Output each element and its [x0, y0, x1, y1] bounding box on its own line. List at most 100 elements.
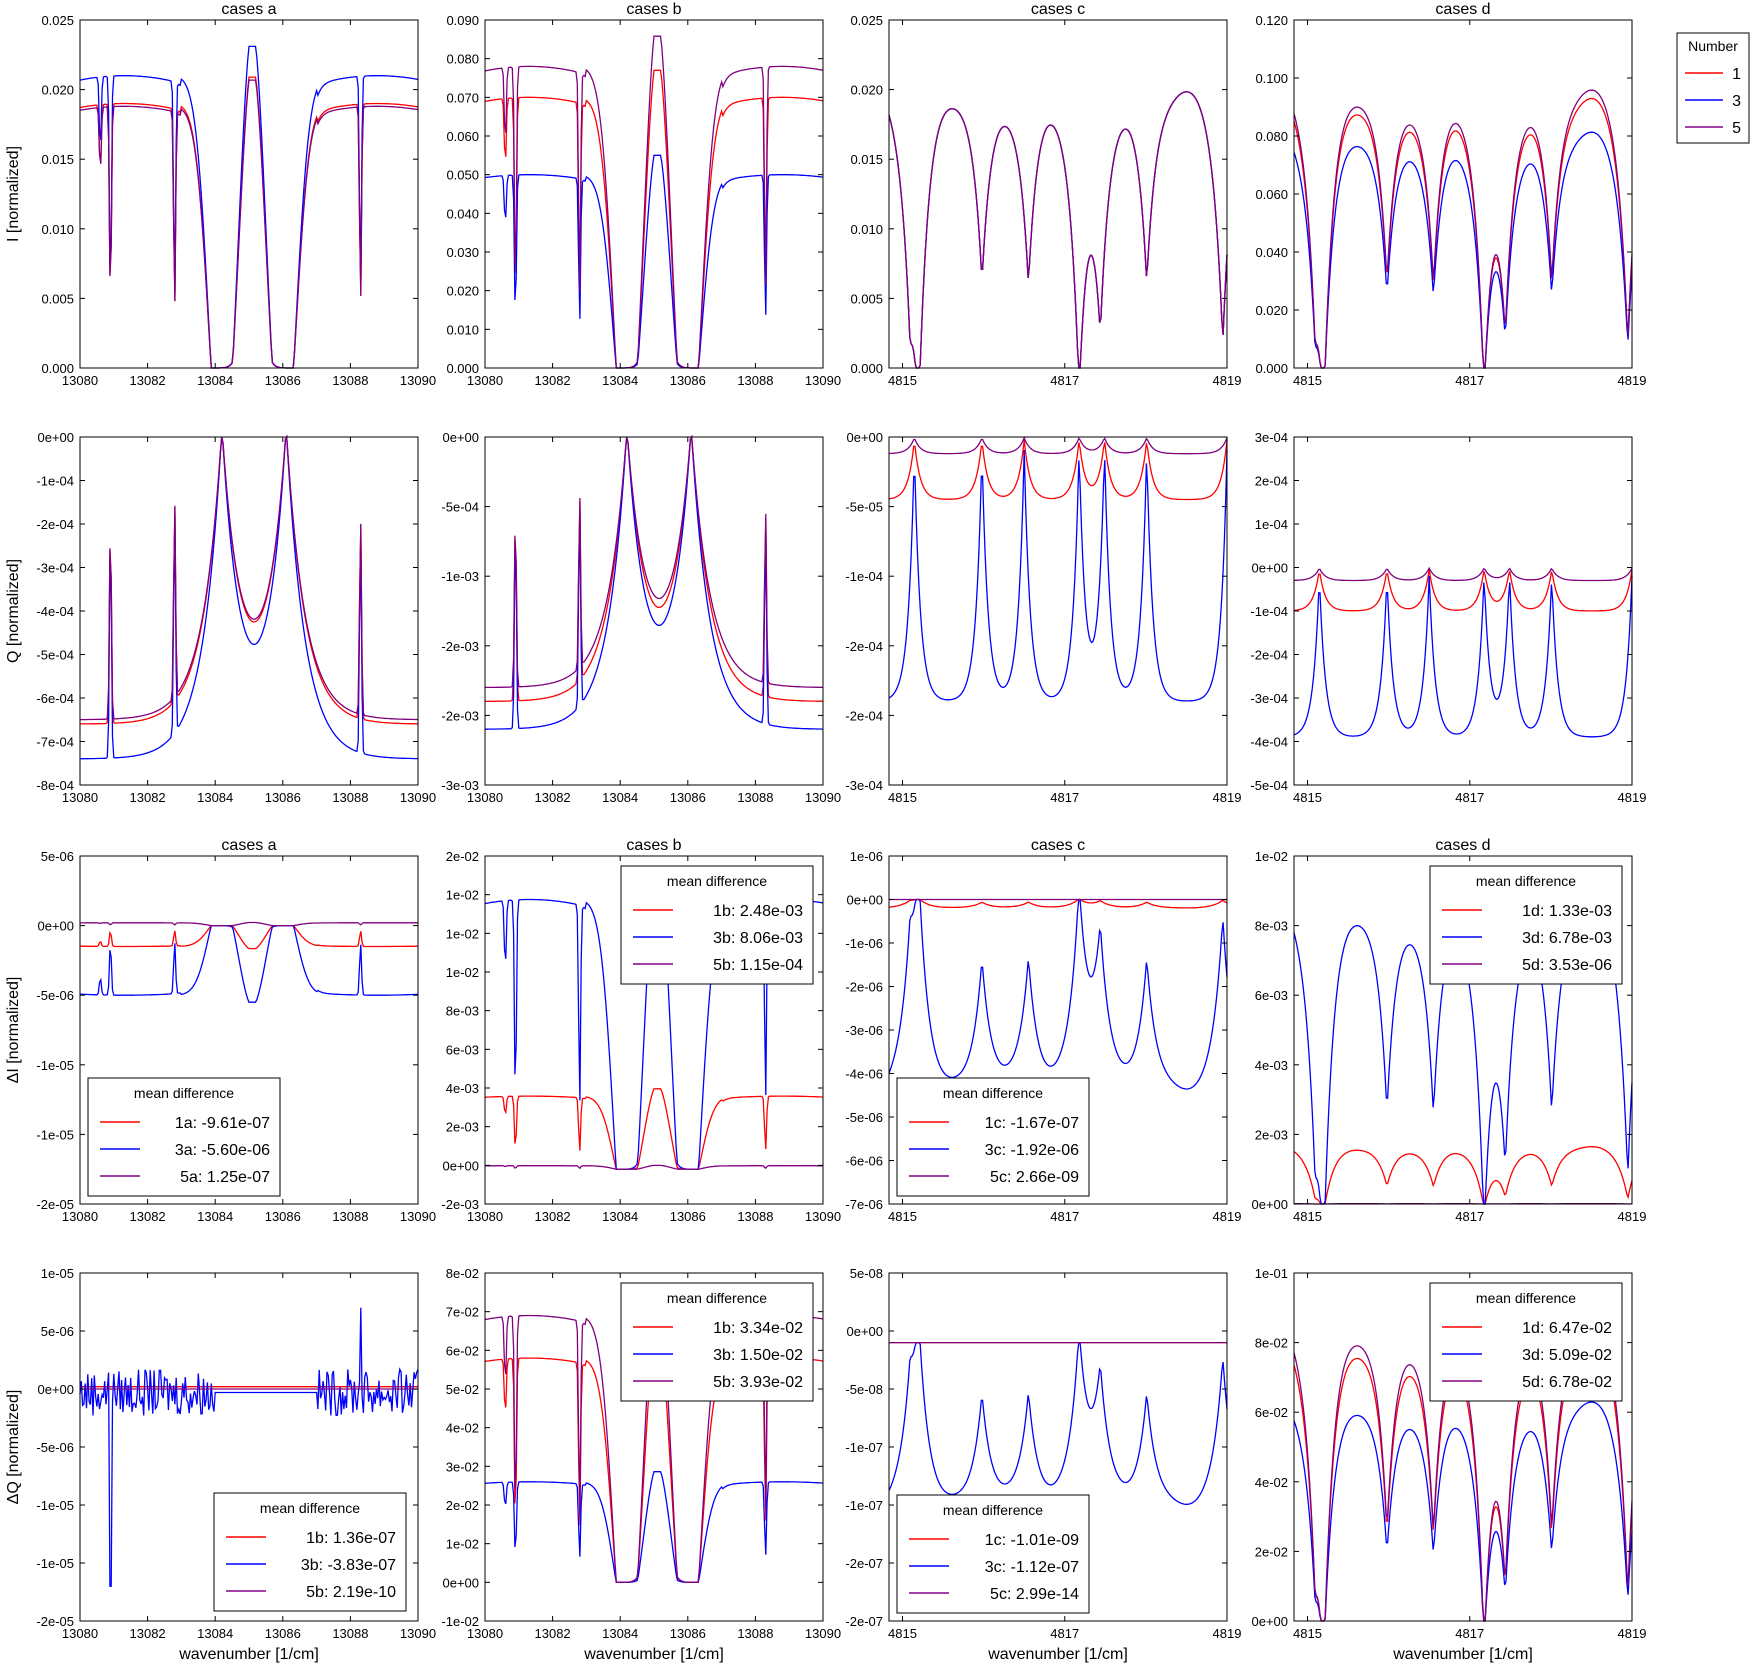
x-tick-label: 13082 [130, 1626, 166, 1641]
y-tick-label: -1e-07 [845, 1440, 883, 1455]
legend-entry: 1a: -9.61e-07 [175, 1115, 270, 1132]
y-axis-label: I [normalized] [5, 146, 22, 242]
series-line-s1 [1293, 97, 1633, 369]
series-line-s3 [1293, 131, 1633, 369]
y-tick-label: -3e-04 [845, 778, 883, 793]
y-tick-label: -2e-03 [441, 708, 479, 723]
y-tick-label: 0.060 [1255, 187, 1288, 202]
legend-entry: 3b: 1.50e-02 [713, 1347, 803, 1364]
x-tick-label: 13086 [670, 1626, 706, 1641]
y-tick-label: 0e+00 [442, 1158, 479, 1173]
y-tick-label: -2e-03 [441, 1197, 479, 1212]
y-tick-label: 0.000 [41, 361, 74, 376]
y-tick-label: 4e-03 [446, 1081, 479, 1096]
subplot-title: cases c [1031, 1, 1085, 18]
legend-title: mean difference [134, 1085, 234, 1101]
x-tick-label: 13088 [737, 373, 773, 388]
x-tick-label: 13080 [467, 1209, 503, 1224]
series-line-s1 [888, 91, 1228, 369]
x-tick-label: 13086 [265, 790, 301, 805]
series-line-s5 [888, 436, 1228, 455]
legend-mean-difference: mean difference 1d: 6.47e-02 3d: 5.09e-02 5… [1429, 1282, 1623, 1402]
x-tick-label: 13084 [602, 373, 638, 388]
legend-title: mean difference [667, 873, 767, 889]
x-tick-label: 13086 [670, 1209, 706, 1224]
x-tick-label: 13086 [265, 373, 301, 388]
y-tick-label: 0e+00 [37, 1382, 74, 1397]
x-tick-label: 13088 [332, 373, 368, 388]
series-line-s3 [888, 1341, 1228, 1505]
legend-entry: 5b: 3.93e-02 [713, 1374, 803, 1391]
series-line-s3 [1293, 1401, 1633, 1622]
x-tick-label: 13090 [805, 790, 841, 805]
x-tick-label: 4815 [1293, 1626, 1322, 1641]
y-tick-label: 7e-02 [446, 1305, 479, 1320]
x-tick-label: 4819 [1618, 373, 1647, 388]
x-tick-label: 4817 [1050, 790, 1079, 805]
x-tick-label: 13088 [332, 1626, 368, 1641]
y-tick-label: 5e-02 [446, 1382, 479, 1397]
y-tick-label: -2e-04 [1250, 648, 1288, 663]
y-tick-label: 2e-03 [1255, 1127, 1288, 1142]
y-tick-label: 0.020 [1255, 303, 1288, 318]
x-tick-label: 4815 [888, 1626, 917, 1641]
x-tick-label: 4819 [1213, 1209, 1242, 1224]
legend-entry: 3a: -5.60e-06 [175, 1142, 270, 1159]
y-tick-label: -3e-06 [845, 1023, 883, 1038]
y-tick-label: 0.090 [446, 13, 479, 28]
series-line-s5 [485, 435, 823, 689]
y-tick-label: 0.020 [850, 83, 883, 98]
subplot-r3d: cases d 0e+00 2e-03 4e-03 6e-03 8e-03 1e-02 481… [1251, 837, 1646, 1224]
x-tick-label: 4815 [888, 790, 917, 805]
series-line-s3 [888, 449, 1228, 702]
series-line-s3 [888, 898, 1228, 1090]
legend-entry: 1c: -1.67e-07 [985, 1115, 1079, 1132]
legend-entry: 1d: 6.47e-02 [1522, 1320, 1612, 1337]
x-axis-label: wavenumber [1/cm] [987, 1646, 1128, 1663]
plot-frame [888, 19, 1228, 369]
y-tick-label: -6e-04 [36, 691, 74, 706]
subplot-title: cases a [221, 1, 276, 18]
y-tick-label: -5e-08 [845, 1382, 883, 1397]
y-tick-label: -1e-04 [1250, 604, 1288, 619]
y-tick-label: 0.040 [446, 206, 479, 221]
x-tick-label: 13084 [197, 373, 233, 388]
series-line-s5 [1293, 566, 1633, 582]
series-line-s1 [485, 434, 824, 702]
x-tick-label: 4819 [1213, 1626, 1242, 1641]
x-tick-label: 13088 [332, 1209, 368, 1224]
x-tick-label: 13082 [535, 1626, 571, 1641]
y-tick-label: 1e-04 [1255, 517, 1288, 532]
y-tick-label: 1e-02 [446, 965, 479, 980]
y-tick-label: 6e-02 [1255, 1405, 1288, 1420]
x-tick-label: 4819 [1213, 373, 1242, 388]
y-tick-label: -2e-04 [845, 708, 883, 723]
y-tick-label: 1e-02 [446, 1537, 479, 1552]
y-tick-label: -1e-03 [441, 569, 479, 584]
x-tick-label: 4819 [1618, 790, 1647, 805]
y-tick-label: 0.070 [446, 90, 479, 105]
y-tick-label: -5e-04 [36, 648, 74, 663]
series-line-s5 [888, 91, 1228, 369]
y-tick-label: 4e-02 [446, 1421, 479, 1436]
legend-mean-difference: mean difference 1d: 1.33e-03 3d: 6.78e-03 5… [1429, 865, 1623, 985]
x-tick-label: 13084 [197, 1209, 233, 1224]
legend-entry: 5b: 2.19e-10 [306, 1584, 396, 1601]
y-tick-label: -2e-05 [36, 1197, 74, 1212]
series-line-s1 [79, 76, 419, 369]
y-tick-label: 0.060 [446, 129, 479, 144]
x-tick-label: 13086 [265, 1626, 301, 1641]
y-tick-label: -1e-04 [36, 474, 74, 489]
legend-mean-difference: mean difference 1a: -9.61e-07 3a: -5.60e-0… [87, 1077, 281, 1197]
x-tick-label: 13080 [467, 373, 503, 388]
y-tick-label: 1e-01 [1255, 1266, 1288, 1281]
x-axis-label: wavenumber [1/cm] [178, 1646, 319, 1663]
y-tick-label: -1e-04 [845, 569, 883, 584]
y-tick-label: -1e-07 [845, 1498, 883, 1513]
y-tick-label: -4e-04 [1250, 735, 1288, 750]
series-line-s3 [1293, 575, 1633, 738]
series-line-s5 [80, 434, 418, 721]
y-tick-label: 1e-06 [850, 849, 883, 864]
y-tick-label: 6e-02 [446, 1343, 479, 1358]
y-tick-label: 4e-03 [1255, 1058, 1288, 1073]
